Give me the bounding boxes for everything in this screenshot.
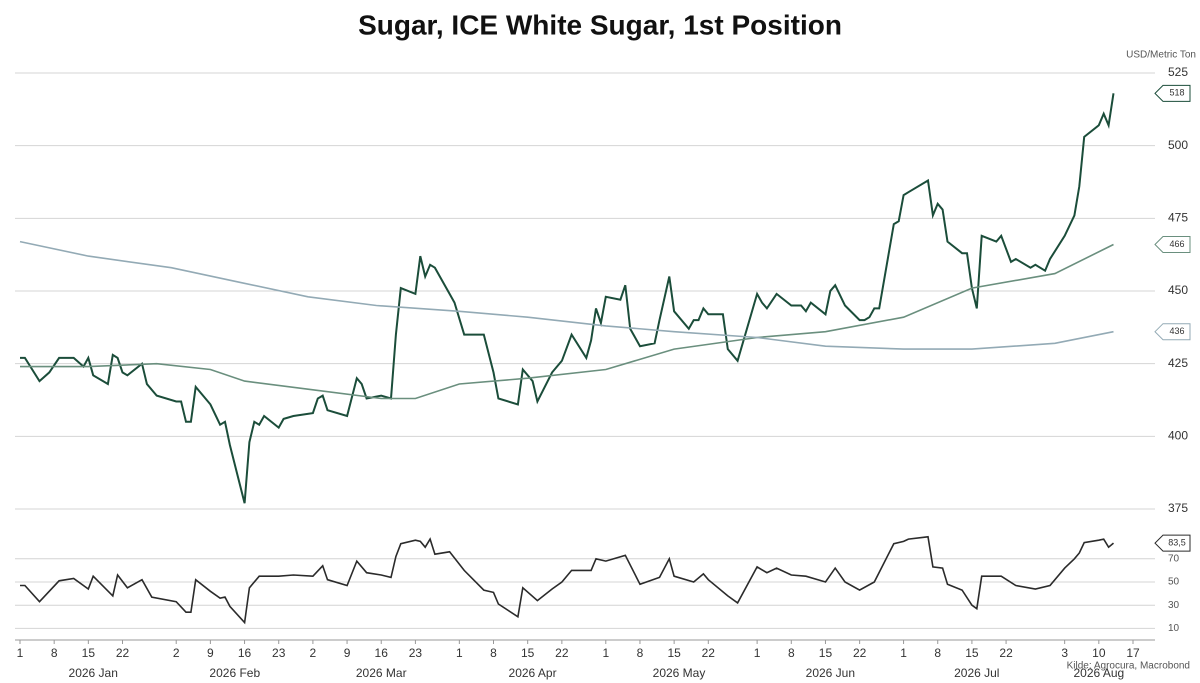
y-tick-label: 475 — [1168, 211, 1188, 225]
y-tick-label: 375 — [1168, 501, 1188, 515]
x-tick-label: 3 — [1061, 646, 1068, 660]
end-tag-label: 518 — [1169, 88, 1184, 98]
x-tick-label: 2 — [173, 646, 180, 660]
x-tick-label: 9 — [344, 646, 351, 660]
x-tick-label: 8 — [788, 646, 795, 660]
y-tick-label: 30 — [1168, 600, 1180, 611]
month-label: 2026 Jul — [954, 666, 999, 680]
x-tick-label: 8 — [934, 646, 941, 660]
y-tick-label: 400 — [1168, 429, 1188, 443]
chart-title: Sugar, ICE White Sugar, 1st Position — [358, 9, 842, 40]
x-tick-label: 1 — [900, 646, 907, 660]
x-tick-label: 1 — [17, 646, 24, 660]
end-tag — [1154, 323, 1191, 341]
end-tag — [1154, 235, 1191, 253]
x-tick-label: 10 — [1092, 646, 1106, 660]
x-tick-label: 23 — [409, 646, 423, 660]
series-line — [19, 240, 1114, 350]
month-label: 2026 Jan — [69, 666, 118, 680]
x-tick-label: 15 — [819, 646, 833, 660]
month-label: 2026 Aug — [1073, 666, 1124, 680]
x-tick-label: 8 — [490, 646, 497, 660]
month-label: 2026 May — [653, 666, 706, 680]
x-tick-label: 16 — [375, 646, 389, 660]
x-tick-label: 22 — [555, 646, 569, 660]
x-tick-label: 15 — [667, 646, 681, 660]
end-tag-label: 83,5 — [1168, 538, 1186, 548]
y-axis-unit: USD/Metric Ton — [1126, 50, 1196, 61]
x-tick-label: 8 — [51, 646, 58, 660]
x-tick-label: 8 — [637, 646, 644, 660]
y-tick-label: 525 — [1168, 65, 1188, 79]
y-tick-label: 10 — [1168, 623, 1180, 634]
y-tick-label: 425 — [1168, 356, 1188, 370]
month-label: 2026 Mar — [356, 666, 407, 680]
y-tick-label: 50 — [1168, 577, 1180, 588]
series-line — [20, 243, 1114, 400]
x-tick-label: 22 — [853, 646, 867, 660]
end-tag-label: 436 — [1169, 326, 1184, 336]
source: Kilde: Agrocura, Macrobond — [1067, 661, 1190, 672]
x-tick-label: 15 — [521, 646, 535, 660]
x-tick-label: 23 — [272, 646, 286, 660]
x-tick-label: 15 — [82, 646, 96, 660]
x-tick-label: 1 — [456, 646, 463, 660]
month-label: 2026 Feb — [209, 666, 260, 680]
x-tick-label: 1 — [754, 646, 761, 660]
x-tick-label: 1 — [602, 646, 609, 660]
y-tick-label: 500 — [1168, 138, 1188, 152]
end-tag-label: 466 — [1169, 239, 1184, 249]
x-tick-label: 16 — [238, 646, 252, 660]
x-tick-label: 15 — [965, 646, 979, 660]
y-tick-label: 70 — [1168, 553, 1180, 564]
y-tick-label: 450 — [1168, 283, 1188, 297]
month-label: 2026 Jun — [806, 666, 855, 680]
series-line — [20, 535, 1115, 625]
series-line — [20, 93, 1115, 504]
end-tag — [1154, 84, 1191, 102]
x-tick-label: 22 — [999, 646, 1013, 660]
x-tick-label: 9 — [207, 646, 214, 660]
x-tick-label: 2 — [310, 646, 317, 660]
month-label: 2026 Apr — [509, 666, 557, 680]
end-tag — [1154, 534, 1191, 552]
x-tick-label: 17 — [1126, 646, 1140, 660]
x-tick-label: 22 — [116, 646, 130, 660]
x-tick-label: 22 — [702, 646, 716, 660]
